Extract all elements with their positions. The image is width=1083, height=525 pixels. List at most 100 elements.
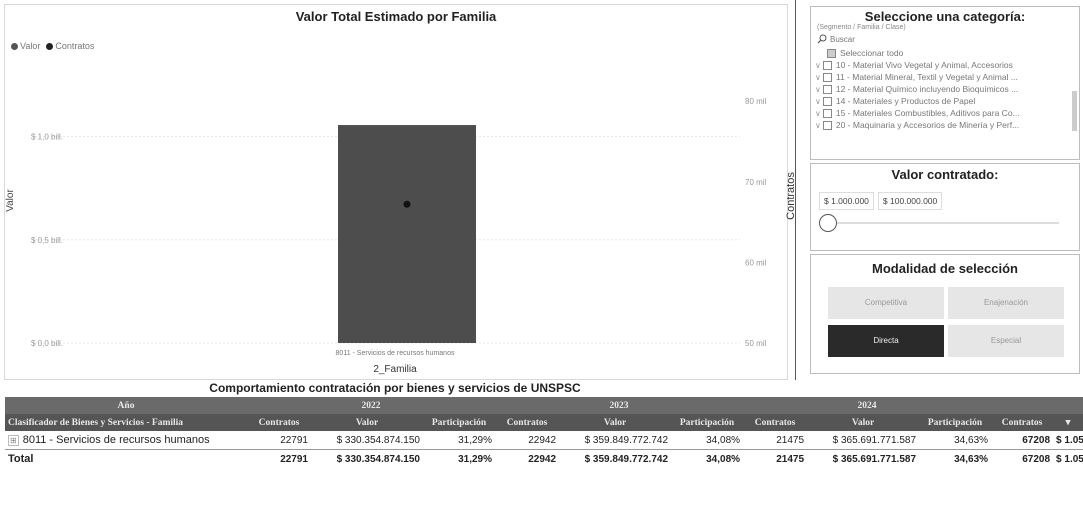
cell: 22791 [247,449,311,468]
cell: $ 359.849.772.742 [559,449,672,468]
category-item[interactable]: ∨ 12 - Material Químico incluyendo Bioquí… [815,84,1019,95]
sort-icon[interactable]: ▾ [1053,414,1083,431]
cell: 67208 [1022,434,1051,446]
col-contratos-total[interactable]: Contratos [991,414,1054,431]
legend-dot-icon [11,43,18,51]
checkbox-icon[interactable] [822,121,832,131]
category-item[interactable]: ∨ 11 - Material Mineral, Textil y Vegetal… [815,72,1018,83]
modalidad-panel: Modalidad de selección Competitiva Enaje… [810,254,1080,374]
col-contratos-2024[interactable]: Contratos [743,414,808,431]
valor-min-input[interactable]: $ 1.000.000 [819,192,874,210]
checkbox-icon[interactable] [822,97,832,107]
y-right-tick-label: 50 mil [745,339,767,348]
bar-valor[interactable] [338,125,476,344]
y-right-ticks: 50 mil 60 mil 70 mil 80 mil [745,97,767,348]
year-2022-header[interactable]: 2022 [247,397,496,414]
modalidad-competitiva-button[interactable]: Competitiva [828,287,944,319]
cell: $ 365.691.771.587 [832,434,917,446]
cell: 31,29% [458,434,493,446]
point-contratos[interactable] [403,200,411,208]
valor-max-input[interactable]: $ 100.000.000 [877,192,943,210]
year-2024-header[interactable]: 2024 [743,397,992,414]
cell: $ 330.354.874.150 [336,434,420,446]
chart-panel: Valor Total Estimado por Familia Valor C… [4,4,797,380]
scrollbar[interactable] [1072,91,1077,131]
category-item[interactable]: ∨ 15 - Materiales Combustibles, Aditivos … [815,108,1020,119]
year-header: Año [5,397,247,414]
x-axis-label: 2_Familia [373,364,417,375]
col-valor-2022[interactable]: Valor [311,414,423,431]
category-search[interactable]: Buscar [817,34,1073,44]
category-item[interactable]: ∨ 20 - Maquinaria y Accesorios de Minería… [815,120,1020,131]
modalidad-enajenacion-button[interactable]: Enajenación [948,287,1064,319]
checkbox-icon[interactable] [822,61,832,71]
category-item[interactable]: ∨ 14 - Materiales y Productos de Papel [815,96,976,107]
cell: 34,08% [706,434,741,446]
category-item[interactable]: ∨ 10 - Material Vivo Vegetal y Animal, Ac… [815,60,1013,71]
chevron-down-icon[interactable]: ∨ [815,85,821,94]
search-input[interactable]: Buscar [830,34,855,44]
expand-icon[interactable]: ⊞ [8,435,19,446]
chart-title: Valor Total Estimado por Familia [295,9,497,24]
y-right-tick-label: 60 mil [745,258,767,267]
y-right-tick-label: 70 mil [745,178,767,187]
cell: 34,63% [954,434,989,446]
points [403,200,411,208]
select-all-item[interactable]: Seleccionar todo [825,47,1079,59]
cell: 67208 [991,449,1054,468]
cell: 22942 [528,434,557,446]
panel-divider [795,0,796,380]
table-row[interactable]: ⊞ 8011 - Servicios de recursos humanos 22… [5,431,1083,450]
legend-item-contratos[interactable]: Contratos [46,41,94,51]
cell: 31,29% [423,449,496,468]
row-header[interactable]: Clasificador de Bienes y Servicios - Fam… [5,414,247,431]
range-slider-handle[interactable] [819,214,837,232]
col-participacion-2024[interactable]: Participación [919,414,992,431]
valor-panel-title: Valor contratado: [891,167,999,182]
checkbox-icon[interactable] [822,85,832,95]
checkbox-icon[interactable] [827,49,836,59]
total-label: Total [5,449,247,468]
col-contratos-2022[interactable]: Contratos [247,414,311,431]
cell: 21475 [743,449,808,468]
y-left-ticks: $ 0,0 bill. $ 0,5 bill. $ 1,0 bill. [31,133,63,348]
cell: $ 359.849.772.742 [584,434,669,446]
chevron-down-icon[interactable]: ∨ [815,73,821,82]
valor-panel: Valor contratado: $ 1.000.000 $ 100.000.… [810,163,1080,251]
cell: 21475 [776,434,805,446]
y-left-tick-label: $ 0,5 bill. [31,236,63,245]
col-participacion-2022[interactable]: Participación [423,414,496,431]
bars [338,125,476,344]
x-tick-label: 8011 - Servicios de recursos humanos [335,350,455,357]
col-participacion-2023[interactable]: Participación [671,414,744,431]
chevron-down-icon[interactable]: ∨ [815,121,821,130]
modalidad-directa-button[interactable]: Directa [828,325,944,357]
chevron-down-icon[interactable]: ∨ [815,109,821,118]
checkbox-icon[interactable] [822,73,832,83]
legend-dot-icon [46,43,54,51]
cell: 34,63% [919,449,992,468]
cell: $ 365.691.771.587 [807,449,920,468]
table-title: Comportamiento contratación por bienes y… [209,381,581,395]
modalidad-panel-title: Modalidad de selección [872,261,1018,276]
checkbox-icon[interactable] [822,109,832,119]
year-2023-header[interactable]: 2023 [495,397,744,414]
cell: $ 330.354.874.150 [311,449,423,468]
chevron-down-icon[interactable]: ∨ [815,97,821,106]
cell: 22942 [495,449,560,468]
unspsc-table: Año 2022 2023 2024 Clasificador de Biene… [5,397,1083,468]
col-valor-2023[interactable]: Valor [559,414,672,431]
category-panel: Seleccione una categoría: (Segmento / Fa… [810,6,1080,160]
range-slider-track[interactable] [819,222,1059,224]
cell: 22791 [280,434,308,446]
chevron-down-icon[interactable]: ∨ [815,61,821,70]
col-contratos-2023[interactable]: Contratos [495,414,560,431]
col-valor-2024[interactable]: Valor [807,414,920,431]
y-right-tick-label: 80 mil [745,97,767,106]
legend-item-valor[interactable]: Valor [11,41,40,51]
y-left-tick-label: $ 0,0 bill. [31,339,63,348]
category-panel-title: Seleccione una categoría: [864,9,1026,24]
y-left-tick-label: $ 1,0 bill. [31,133,63,142]
cell: $ 1.05 [1053,449,1083,468]
modalidad-especial-button[interactable]: Especial [948,325,1064,357]
